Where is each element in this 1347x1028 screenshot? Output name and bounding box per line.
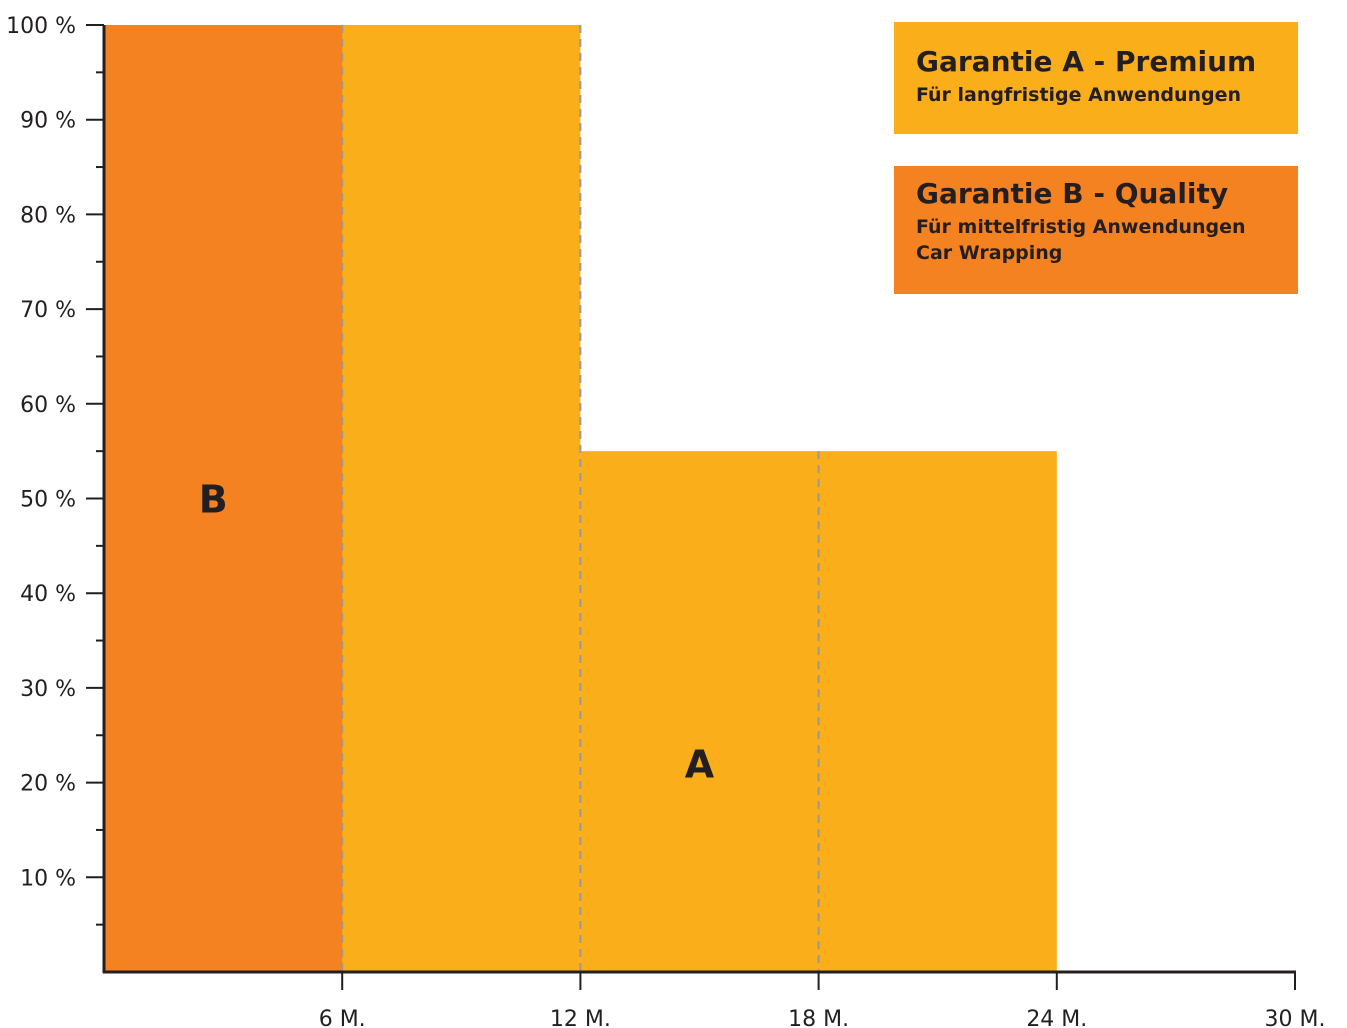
- y-tick-label-20: 20 %: [20, 772, 76, 797]
- x-tick-label-30: 30 M.: [1265, 1007, 1326, 1028]
- bar-b-1: [104, 25, 343, 972]
- y-tick-label-40: 40 %: [20, 582, 76, 607]
- legend-entry-a: Garantie A - Premium Für langfristige An…: [894, 22, 1298, 134]
- x-tick-label-6: 6 M.: [319, 1007, 366, 1028]
- legend-b-title: Garantie B - Quality: [916, 177, 1229, 210]
- series-label-b: B: [199, 478, 228, 522]
- x-tick-label-24: 24 M.: [1026, 1007, 1087, 1028]
- y-tick-labels: 10 % 20 % 30 % 40 % 50 % 60 % 70 % 80 % 90 % 100 …: [6, 14, 76, 891]
- x-tick-label-18: 18 M.: [788, 1007, 849, 1028]
- axes-layer: [86, 24, 1296, 990]
- y-tick-label-100: 100 %: [6, 14, 76, 39]
- legend-b-subtitle-2: Car Wrapping: [916, 242, 1063, 264]
- y-tick-label-60: 60 %: [20, 393, 76, 418]
- dashed-lines-layer: [341, 25, 820, 972]
- y-tick-label-10: 10 %: [20, 866, 76, 891]
- bar-a-2: [580, 451, 1057, 972]
- legend-entry-b: Garantie B - Quality Für mittelfristig A…: [894, 166, 1298, 294]
- legend-b-subtitle: Für mittelfristig Anwendungen: [916, 216, 1246, 238]
- y-tick-label-80: 80 %: [20, 203, 76, 228]
- legend-a-title: Garantie A - Premium: [916, 45, 1257, 78]
- legend-a-subtitle: Für langfristige Anwendungen: [916, 84, 1242, 106]
- series-letter-labels: AB: [199, 478, 715, 787]
- y-tick-label-30: 30 %: [20, 677, 76, 702]
- x-tick-label-12: 12 M.: [550, 1007, 611, 1028]
- series-label-a: A: [685, 743, 715, 787]
- y-tick-label-90: 90 %: [20, 109, 76, 134]
- y-tick-label-50: 50 %: [20, 488, 76, 513]
- x-tick-labels: 6 M. 12 M. 18 M. 24 M. 30 M.: [319, 1007, 1326, 1028]
- y-tick-label-70: 70 %: [20, 298, 76, 323]
